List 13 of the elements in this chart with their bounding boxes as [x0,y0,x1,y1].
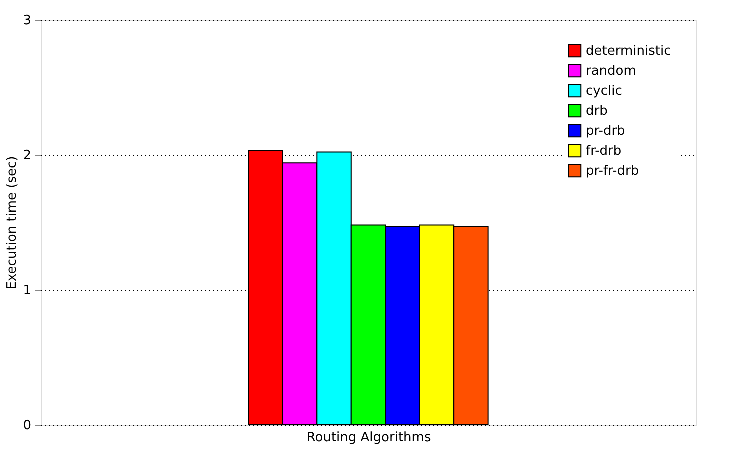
y-tick-label: 1 [23,284,32,298]
legend-label: cyclic [586,84,622,99]
legend-label: deterministic [586,44,672,59]
legend-label: drb [586,104,608,119]
y-tick-label: 3 [23,14,32,28]
legend-label: fr-drb [586,144,622,159]
legend-label: pr-drb [586,124,626,139]
x-axis-title: Routing Algorithms [306,430,432,446]
legend-label: pr-fr-drb [586,164,640,179]
y-axis-title: Execution time (sec) [5,156,20,290]
legend-label: random [586,64,636,79]
y-tick-label: 0 [23,418,32,434]
y-tick-label: 2 [23,148,32,164]
